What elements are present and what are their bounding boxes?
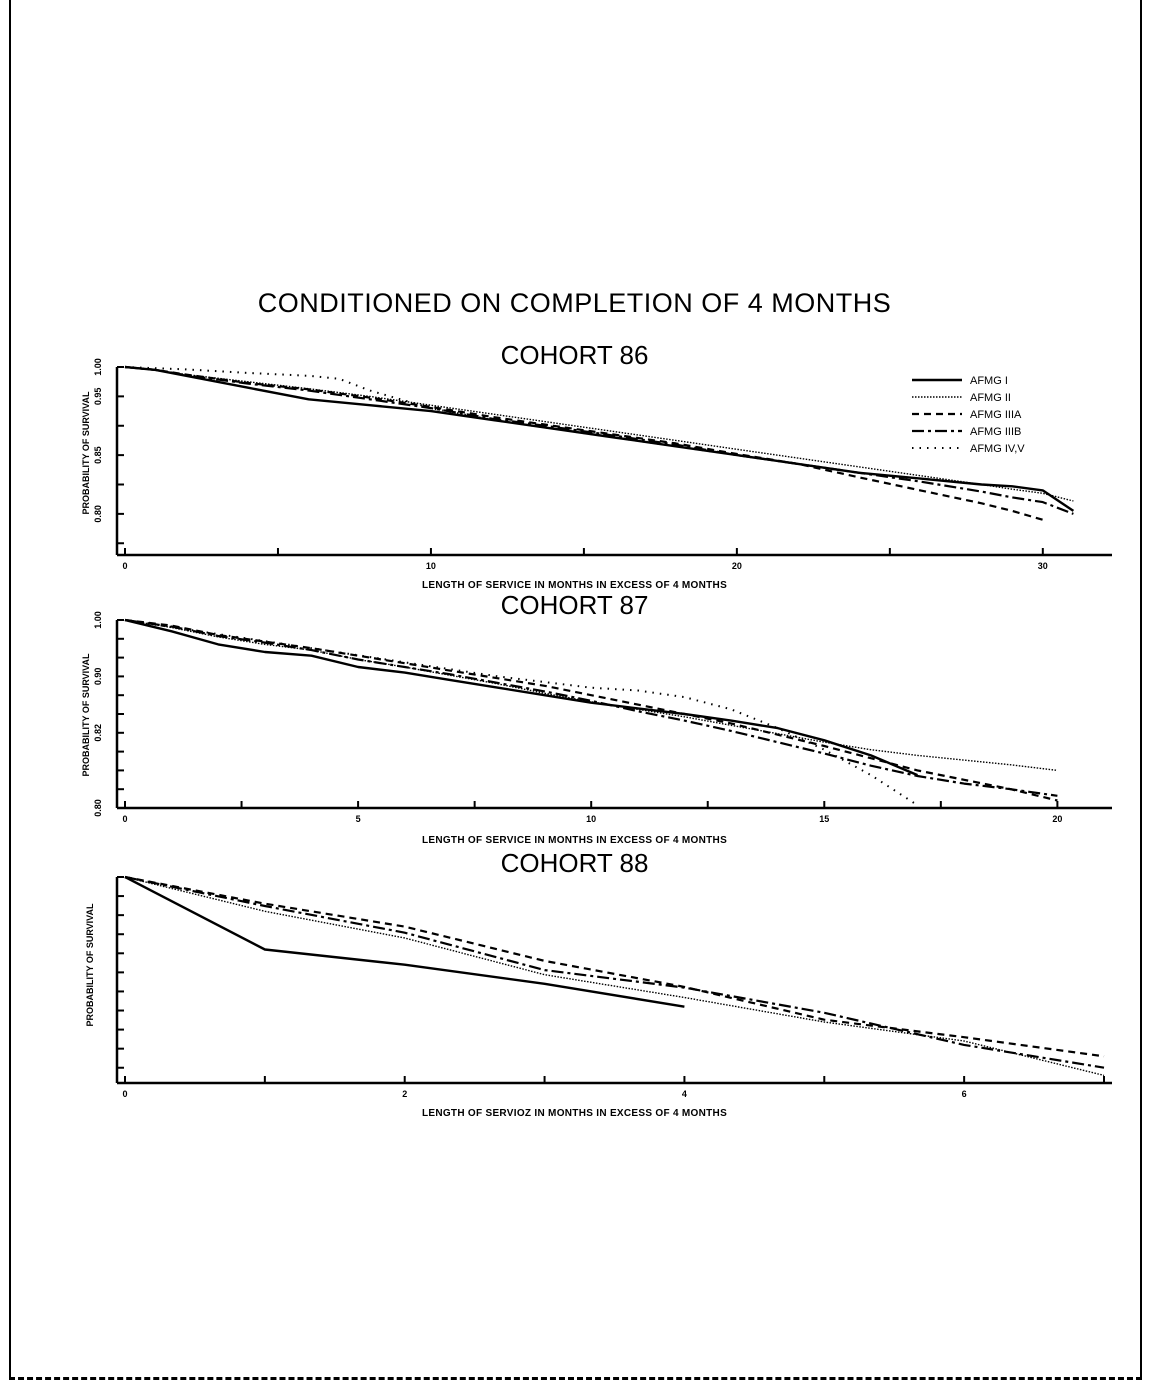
legend-label-afmg-i: AFMG I	[970, 375, 1008, 387]
series-line-afmg-iiia-cohort-86	[124, 365, 1044, 521]
series-line-afmg-ii-cohort-86	[124, 366, 1074, 502]
x-tick-label-cohort-86: 0	[122, 561, 127, 571]
x-tick-label-cohort-87: 0	[122, 814, 127, 824]
x-tick-label-cohort-88: 2	[402, 1089, 407, 1099]
series-line-afmg-i-cohort-86	[124, 365, 1075, 512]
x-tick-label-cohort-86: 10	[426, 561, 436, 571]
x-axis-label-cohort-88: LENGTH OF SERVIOZ IN MONTHS IN EXCESS OF…	[421, 1108, 728, 1119]
series-line-afmg-i-cohort-88	[124, 875, 685, 1008]
series-line-afmg-iiib-cohort-87	[124, 618, 1058, 797]
legend-label-afmg-iv-v: AFMG IV,V	[970, 443, 1025, 455]
page-frame	[9, 0, 1142, 1380]
x-tick-label-cohort-87: 10	[586, 814, 596, 824]
y-tick-label-cohort-87: 0.82	[93, 724, 103, 742]
y-tick-label-cohort-86: 0.85	[93, 446, 103, 464]
x-tick-label-cohort-86: 20	[732, 561, 742, 571]
y-tick-label-cohort-87: 0.80	[93, 799, 103, 817]
series-line-afmg-ii-cohort-88	[124, 876, 1105, 1077]
legend-label-afmg-ii: AFMG II	[970, 392, 1011, 404]
series-line-afmg-iv-v-cohort-87	[124, 619, 919, 807]
x-tick-label-cohort-88: 6	[962, 1089, 967, 1099]
legend-label-afmg-iiia: AFMG IIIA	[970, 409, 1022, 421]
series-line-afmg-iiib-cohort-86	[124, 365, 1074, 515]
y-tick-label-cohort-87: 0.90	[93, 668, 103, 686]
series-line-afmg-iiib-cohort-88	[124, 875, 1105, 1069]
y-tick-label-cohort-87: 1.00	[93, 611, 103, 629]
y-tick-label-cohort-86: 0.80	[93, 505, 103, 523]
y-tick-label-cohort-86: 0.95	[93, 388, 103, 406]
x-tick-label-cohort-88: 0	[122, 1089, 127, 1099]
x-axis-label-cohort-86: LENGTH OF SERVICE IN MONTHS IN EXCESS OF…	[421, 580, 728, 591]
x-tick-label-cohort-88: 4	[682, 1089, 687, 1099]
series-line-afmg-iiia-cohort-88	[124, 875, 1105, 1058]
series-line-afmg-iiia-cohort-87	[124, 618, 1058, 802]
legend-label-afmg-iiib: AFMG IIIB	[970, 426, 1021, 438]
x-tick-label-cohort-86: 30	[1038, 561, 1048, 571]
x-tick-label-cohort-87: 20	[1052, 814, 1062, 824]
x-tick-label-cohort-87: 5	[356, 814, 361, 824]
series-line-afmg-iv-v-cohort-86	[124, 366, 738, 457]
chart-title-cohort-87: COHORT 87	[500, 590, 649, 620]
x-tick-label-cohort-87: 15	[819, 814, 829, 824]
chart-title-cohort-86: COHORT 86	[500, 340, 649, 370]
chart-title-cohort-88: COHORT 88	[500, 848, 649, 878]
series-line-afmg-i-cohort-87	[124, 618, 918, 777]
page-title: CONDITIONED ON COMPLETION OF 4 MONTHS	[257, 288, 892, 318]
x-axis-label-cohort-87: LENGTH OF SERVICE IN MONTHS IN EXCESS OF…	[421, 835, 728, 846]
y-tick-label-cohort-86: 1.00	[93, 358, 103, 376]
